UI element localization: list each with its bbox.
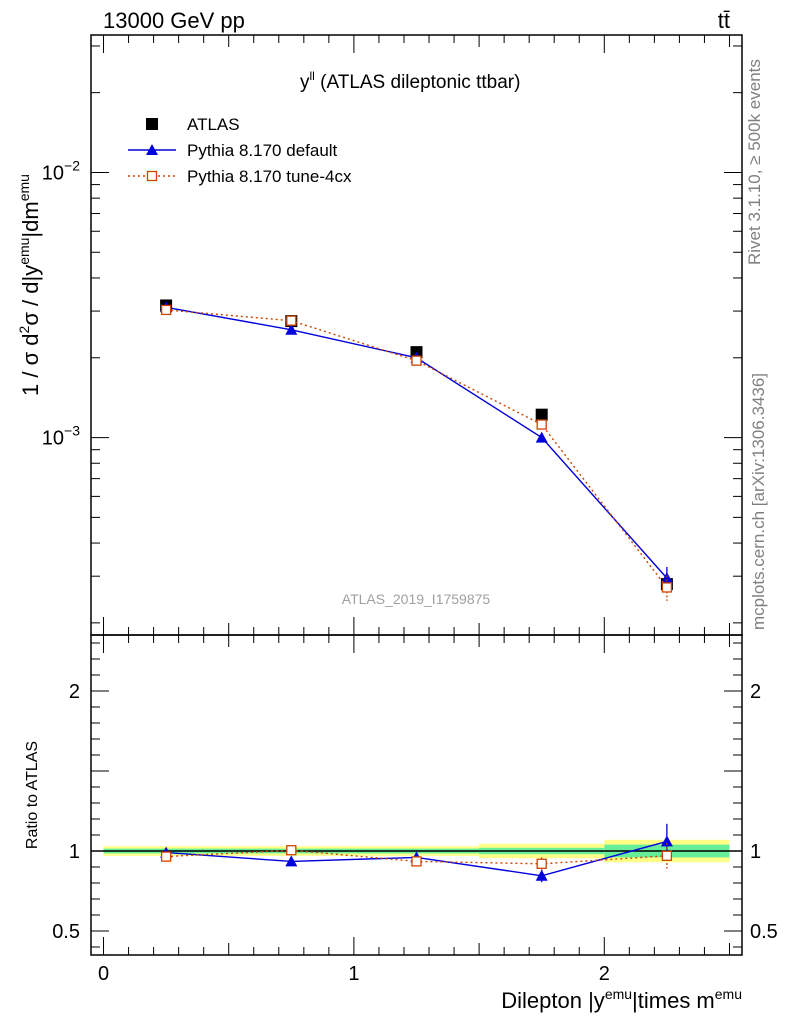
main-tune-point: [536, 419, 547, 430]
legend-label-atlas: ATLAS: [187, 115, 240, 134]
main-atlas-point: [535, 408, 548, 421]
x-axis-label: Dilepton |yemu|times memu: [501, 986, 742, 1013]
ratio-y-tick-label-right: 2: [750, 681, 761, 703]
y-tick-label: 10−2: [42, 157, 80, 184]
main-tune-point: [661, 582, 673, 593]
ratio-tune-point: [286, 845, 297, 856]
plot-title: yll (ATLAS dileptonic ttbar): [300, 69, 520, 93]
main-default-point: [660, 572, 673, 584]
main-y-axis-label: 1 / σ d2σ / d|yemu|dmemu: [16, 174, 43, 396]
ratio-tune-point: [411, 856, 422, 867]
analysis-watermark: ATLAS_2019_I1759875: [342, 591, 491, 607]
ratio-y-tick-label-left: 2: [69, 681, 80, 703]
main-tune-point: [160, 304, 172, 316]
legend-label-default: Pythia 8.170 default: [187, 141, 338, 160]
ratio-default-point: [535, 869, 548, 881]
ratio-tune-point: [160, 851, 172, 862]
x-tick-label: 2: [599, 963, 610, 985]
legend: ATLAS Pythia 8.170 default Pythia 8.170 …: [128, 115, 352, 186]
legend-symbol-atlas: [146, 118, 158, 130]
ratio-y-axis-label: Ratio to ATLAS: [24, 741, 41, 849]
ratio-y-tick-label-right: 1: [750, 841, 761, 863]
main-default-point: [535, 431, 548, 443]
ratio-tune-point: [536, 858, 547, 869]
rivet-version-label: Rivet 3.1.10, ≥ 500k events: [745, 59, 764, 265]
y-tick-label: 10−3: [42, 423, 80, 450]
ratio-panel-frame: [90, 634, 743, 956]
legend-label-tune: Pythia 8.170 tune-4cx: [187, 167, 352, 186]
ratio-tune-point: [661, 850, 673, 861]
legend-symbol-default: [146, 144, 158, 155]
main-series-line: [166, 309, 668, 588]
ratio-y-tick-label-right: 0.5: [750, 921, 778, 943]
x-tick-label: 0: [98, 963, 109, 985]
ratio-y-tick-label-left: 0.5: [52, 921, 80, 943]
mcplots-source-label: mcplots.cern.ch [arXiv:1306.3436]: [749, 373, 768, 630]
x-tick-label: 1: [348, 963, 359, 985]
main-tune-point: [286, 315, 297, 326]
header-right: tt̄: [718, 8, 730, 33]
main-tune-point: [411, 355, 422, 366]
ratio-default-point: [285, 855, 298, 867]
ratio-y-tick-label-left: 1: [69, 841, 80, 863]
ratio-default-point: [660, 835, 673, 847]
legend-symbol-tune: [146, 170, 158, 182]
main-default-point: [285, 323, 298, 335]
header-left: 13000 GeV pp: [103, 8, 245, 33]
